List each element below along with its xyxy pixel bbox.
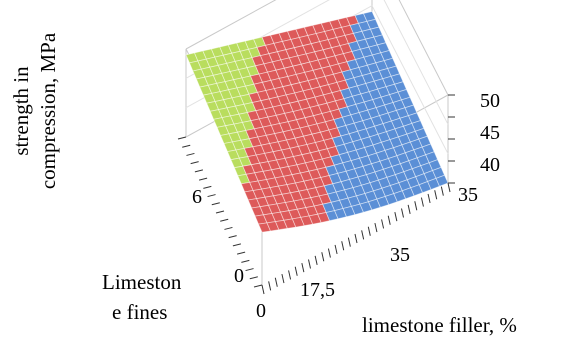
x-tick-mark — [288, 270, 292, 280]
x-tick-label: 35 — [390, 244, 410, 266]
x-tick-mark — [387, 215, 391, 225]
surface-mesh — [185, 11, 449, 233]
y-tick-mark — [211, 202, 220, 206]
z-axis-title-line: compression, MPa — [36, 32, 60, 190]
z-axis-title: strength in compression, MPa — [8, 0, 62, 226]
x-tick-mark — [341, 241, 345, 251]
y-tick-mark — [249, 276, 258, 280]
y-tick-mark — [245, 268, 254, 272]
x-tick-mark — [394, 212, 398, 222]
y-axis-title-line: Limeston — [102, 270, 182, 294]
x-tick-mark — [361, 230, 365, 240]
x-tick-mark — [414, 201, 418, 211]
y-tick-mark — [215, 210, 225, 214]
z-tick-label: 50 — [480, 90, 500, 112]
x-tick-mark — [374, 222, 378, 233]
x-tick-mark — [427, 193, 431, 204]
x-tick-label: 17,5 — [300, 279, 335, 301]
surface-cell — [435, 174, 449, 187]
x-tick-label: 0 — [256, 300, 266, 322]
x-tick-mark — [261, 284, 265, 295]
y-tick-mark — [198, 177, 208, 181]
tick-marks — [177, 94, 455, 295]
x-tick-mark — [308, 259, 311, 269]
y-tick-mark — [228, 235, 237, 239]
y-tick-mark — [241, 259, 250, 263]
x-tick-mark — [447, 182, 451, 193]
x-tick-mark — [301, 263, 305, 273]
x-tick-mark — [440, 186, 444, 196]
x-tick-mark — [347, 237, 351, 247]
x-tick-mark — [367, 226, 371, 236]
x-tick-mark — [334, 244, 338, 255]
x-tick-mark — [434, 190, 438, 200]
y-tick-label: 0 — [234, 265, 244, 287]
x-tick-mark — [420, 197, 424, 207]
z-tick-label: 40 — [480, 154, 500, 176]
y-tick-mark — [236, 251, 246, 255]
y-tick-mark — [190, 161, 199, 165]
x-tick-mark — [268, 281, 272, 291]
z-axis-title-line: strength in — [9, 66, 33, 156]
z-tick-label: 45 — [480, 122, 500, 144]
wall-gridline — [371, 5, 449, 154]
y-tick-mark — [194, 169, 204, 173]
y-tick-mark — [182, 144, 191, 148]
box-edge — [185, 0, 277, 50]
x-tick-mark — [294, 266, 298, 276]
x-tick-mark — [281, 273, 285, 284]
x-tick-mark — [321, 252, 325, 262]
y-tick-mark — [177, 136, 187, 140]
y-tick-label: 6 — [192, 186, 202, 208]
y-tick-mark — [186, 152, 195, 156]
x-tick-mark — [314, 255, 318, 265]
x-tick-mark — [401, 208, 404, 218]
y-tick-mark — [207, 194, 216, 198]
box-edge — [398, 0, 449, 96]
y-tick-mark — [232, 243, 242, 247]
z-tick-label: 35 — [458, 184, 478, 206]
y-tick-mark — [203, 185, 212, 189]
y-axis-title-line: e fines — [112, 300, 168, 324]
y-tick-mark — [220, 218, 229, 222]
x-tick-mark — [407, 204, 411, 214]
y-tick-mark — [253, 284, 263, 288]
x-axis-title: limestone filler, % — [362, 313, 517, 337]
x-tick-mark — [274, 277, 278, 287]
x-tick-mark — [327, 248, 331, 258]
wall-gridline — [383, 0, 449, 125]
x-tick-mark — [381, 219, 385, 229]
y-tick-mark — [224, 226, 233, 230]
x-tick-mark — [354, 233, 358, 244]
